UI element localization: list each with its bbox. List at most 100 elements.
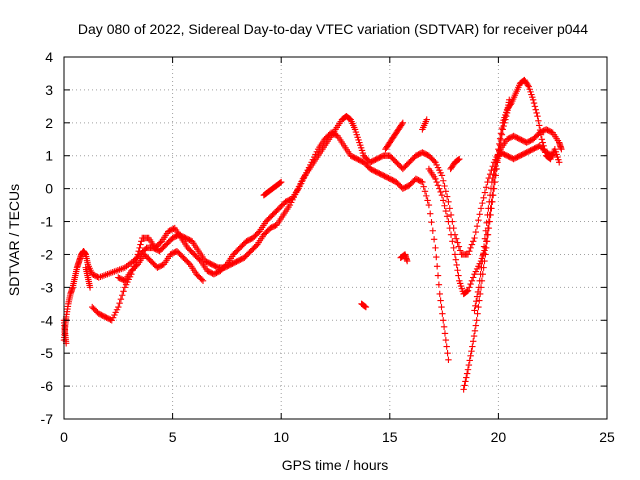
y-tick-label: -7 [41, 411, 54, 427]
data-point [454, 267, 461, 274]
data-point [134, 251, 142, 258]
data-point [464, 251, 472, 258]
data-point [470, 332, 478, 340]
data-point [277, 179, 284, 186]
data-point [433, 178, 440, 186]
data-point [502, 116, 509, 123]
data-point [477, 205, 485, 212]
data-point [440, 323, 448, 331]
data-point [529, 96, 537, 103]
data-point [475, 303, 482, 311]
data-point [481, 235, 489, 242]
data-point [473, 317, 480, 324]
data-point [133, 262, 140, 269]
y-tick-label: 4 [45, 49, 53, 65]
x-tick-label: 10 [273, 429, 289, 445]
data-point [490, 170, 497, 178]
data-point [136, 244, 143, 252]
data-point [433, 263, 441, 270]
y-tick-label: -5 [41, 345, 54, 361]
data-point [254, 229, 262, 236]
data-point [438, 172, 446, 179]
y-tick-label: -1 [41, 214, 54, 230]
data-point [470, 274, 477, 281]
data-point [116, 299, 123, 307]
data-point [403, 257, 411, 265]
data-point [482, 227, 490, 234]
data-point [446, 205, 453, 212]
data-point [486, 198, 493, 205]
data-point [470, 238, 477, 245]
data-point [455, 156, 462, 163]
data-point [442, 336, 450, 344]
data-point [496, 141, 504, 149]
data-point [534, 113, 541, 120]
data-point [434, 272, 442, 279]
data-point [477, 271, 484, 278]
data-point [137, 241, 144, 248]
data-point [492, 163, 499, 170]
data-point [441, 202, 448, 209]
data-point [423, 116, 430, 123]
x-tick-label: 5 [169, 429, 177, 445]
data-point [185, 259, 192, 267]
data-point [536, 126, 544, 134]
data-point [464, 366, 472, 373]
data-point [496, 140, 503, 148]
data-point [476, 297, 483, 304]
data-point [442, 188, 450, 195]
data-point [535, 117, 542, 125]
series-track-12 [447, 155, 463, 173]
y-tick-label: 0 [45, 181, 53, 197]
data-point [222, 262, 229, 269]
data-point [548, 151, 555, 159]
y-axis-label: SDTVAR / TECUs [6, 184, 22, 296]
series-track-3 [115, 247, 207, 284]
data-point [473, 293, 481, 300]
data-point [430, 157, 438, 165]
data-point [465, 361, 473, 369]
data-point [486, 192, 494, 199]
x-tick-label: 0 [60, 429, 68, 445]
data-point [471, 307, 478, 314]
data-point [446, 224, 453, 232]
data-point [447, 211, 455, 219]
data-point [479, 257, 486, 265]
data-point [496, 135, 504, 142]
data-point [443, 193, 451, 200]
data-point [445, 356, 452, 363]
data-point [478, 264, 485, 271]
data-point [471, 327, 479, 335]
data-point [531, 103, 539, 110]
data-point [445, 198, 452, 205]
data-point [468, 348, 475, 355]
data-point [476, 277, 483, 284]
data-point [503, 113, 510, 120]
series-track-11 [419, 116, 430, 133]
data-point [549, 152, 556, 159]
data-point [474, 310, 481, 317]
data-point [417, 178, 425, 185]
data-point [468, 277, 476, 284]
y-tick-label: -3 [41, 279, 54, 295]
data-point [447, 231, 455, 238]
y-tick-label: 3 [45, 82, 53, 98]
series-track-8 [358, 300, 370, 311]
data-point [434, 182, 442, 189]
data-point [470, 338, 477, 345]
data-point [461, 382, 468, 389]
data-point [420, 183, 427, 190]
data-point [537, 131, 545, 138]
chart-title: Day 080 of 2022, Sidereal Day-to-day VTE… [78, 21, 588, 37]
data-point [445, 218, 452, 225]
data-point [437, 188, 444, 196]
data-point [436, 290, 443, 298]
y-tick-label: -6 [41, 378, 54, 394]
plot-frame [63, 56, 608, 420]
data-point [467, 280, 474, 288]
data-point [443, 213, 451, 220]
data-point [436, 185, 443, 192]
data-point [433, 253, 440, 261]
data-point [489, 174, 496, 182]
data-point [491, 167, 498, 174]
